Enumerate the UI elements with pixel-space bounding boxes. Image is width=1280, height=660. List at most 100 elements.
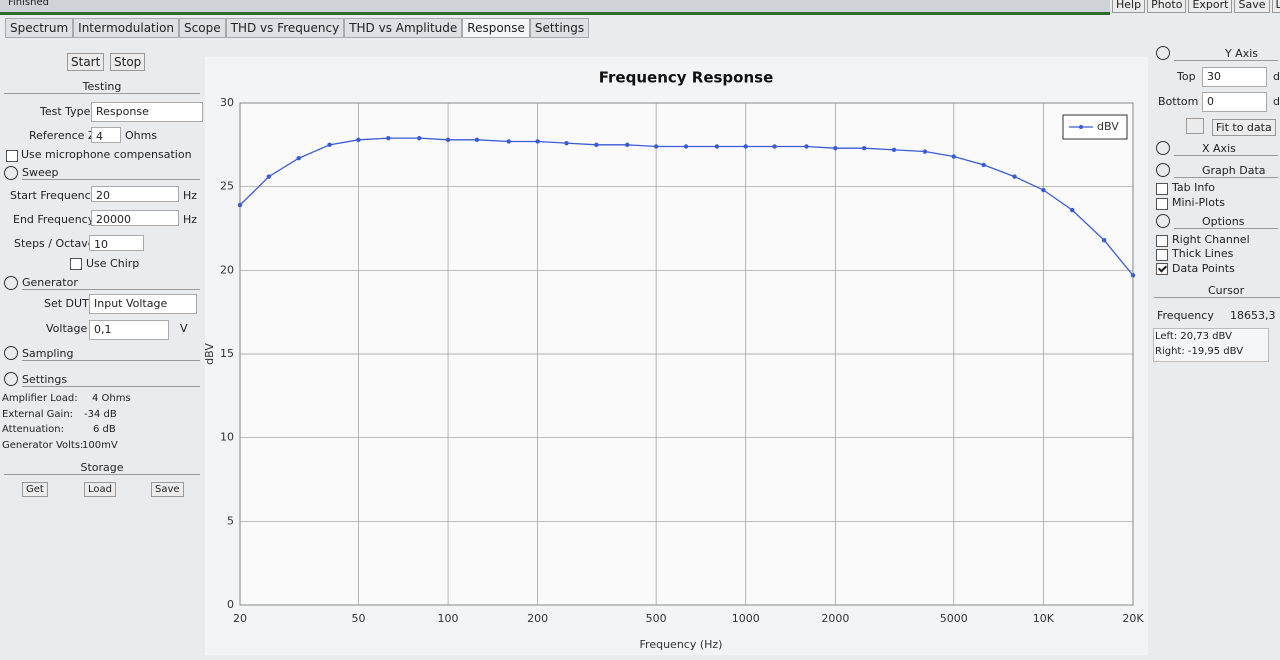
- data-point: [1130, 273, 1136, 278]
- section-header: Options: [1174, 215, 1278, 229]
- button[interactable]: Save: [151, 482, 184, 497]
- label: Tab Info: [1172, 181, 1215, 194]
- label: Thick Lines: [1172, 247, 1234, 260]
- y-tick-label: 5: [227, 514, 234, 527]
- data-point: [266, 174, 272, 179]
- data-point: [386, 135, 391, 141]
- toggle[interactable]: [4, 276, 18, 290]
- input[interactable]: 20: [91, 186, 179, 202]
- label: Bottom: [1158, 95, 1199, 108]
- checkbox[interactable]: [70, 258, 82, 270]
- select[interactable]: 4: [91, 127, 121, 143]
- button[interactable]: Photo: [1147, 0, 1187, 13]
- input[interactable]: 0: [1202, 92, 1267, 112]
- data-point: [625, 142, 630, 148]
- data-point: [356, 137, 361, 143]
- checkbox[interactable]: [1156, 183, 1168, 195]
- status-bar: [0, 0, 1110, 15]
- data-point: [1101, 238, 1107, 243]
- input[interactable]: 0,1: [89, 320, 169, 340]
- tab[interactable]: Settings: [529, 18, 590, 38]
- select[interactable]: Input Voltage: [89, 294, 197, 314]
- button[interactable]: Get: [22, 482, 48, 497]
- input[interactable]: 10: [89, 235, 144, 251]
- data-point: [535, 139, 540, 144]
- y-tick-label: 25: [220, 180, 234, 193]
- value: Left: 20,73 dBV: [1155, 331, 1232, 342]
- x-tick-label: 50: [351, 612, 365, 625]
- section-header: Sampling: [22, 347, 200, 361]
- value: 18653,3 H: [1230, 309, 1280, 322]
- toggle[interactable]: [1156, 214, 1170, 228]
- data-point: [1041, 187, 1046, 193]
- label: Right Channel: [1172, 233, 1250, 246]
- tab[interactable]: Response: [462, 18, 530, 38]
- data-point: [891, 147, 897, 153]
- section-header: Sweep: [22, 166, 200, 180]
- x-tick-label: 5000: [940, 612, 968, 625]
- checkbox[interactable]: [6, 150, 18, 162]
- data-point: [861, 145, 867, 151]
- checkbox[interactable]: [1156, 263, 1168, 275]
- button[interactable]: Help: [1112, 0, 1146, 13]
- data-point: [327, 142, 332, 148]
- x-tick-label: 100: [438, 612, 459, 625]
- y-tick-label: 0: [227, 598, 234, 611]
- label: Generator Volts:: [2, 440, 84, 451]
- tab[interactable]: THD vs Frequency: [225, 18, 345, 38]
- label: Use microphone compensation: [21, 148, 192, 161]
- label: Start Frequency: [10, 189, 98, 202]
- label: Attenuation:: [2, 424, 64, 435]
- unit: V: [180, 322, 188, 335]
- label: Steps / Octave: [14, 237, 95, 250]
- section-header: Settings: [22, 373, 200, 387]
- input[interactable]: 30: [1202, 67, 1267, 87]
- input[interactable]: 20000: [91, 210, 179, 226]
- chart-title: Frequency Response: [599, 69, 774, 87]
- unit: d: [1273, 70, 1280, 83]
- toggle[interactable]: [1156, 141, 1170, 155]
- x-axis-label: Frequency (Hz): [640, 638, 723, 651]
- data-point: [1070, 207, 1075, 213]
- section-header: Storage: [4, 461, 200, 475]
- label: External Gain:: [2, 409, 74, 420]
- button[interactable]: Export: [1188, 0, 1233, 13]
- data-point: [922, 149, 928, 154]
- toggle[interactable]: [1156, 163, 1170, 177]
- toggle[interactable]: [4, 372, 18, 386]
- legend-marker: [1079, 125, 1083, 129]
- data-point: [445, 137, 451, 143]
- toggle[interactable]: [4, 166, 18, 180]
- toggle[interactable]: [1156, 46, 1170, 60]
- checkbox[interactable]: [1156, 198, 1168, 210]
- tab[interactable]: THD vs Amplitude: [344, 18, 463, 38]
- data-point: [564, 140, 569, 146]
- fit-button[interactable]: Fit to data: [1212, 119, 1276, 136]
- select[interactable]: Response: [91, 102, 203, 122]
- value: -34 dB: [84, 409, 117, 420]
- button[interactable]: Lo: [1271, 0, 1280, 13]
- y-axis-label: dBV: [205, 343, 216, 365]
- x-tick-label: 20K: [1122, 612, 1144, 625]
- status: Finished: [8, 0, 49, 8]
- button[interactable]: Save: [1234, 0, 1270, 13]
- checkbox[interactable]: [1156, 235, 1168, 247]
- button[interactable]: Load: [84, 482, 116, 497]
- unit: d: [1273, 95, 1280, 108]
- data-point: [951, 154, 956, 159]
- value: 4 Ohms: [92, 393, 131, 404]
- tab[interactable]: Spectrum: [5, 18, 74, 38]
- section-header: Generator: [22, 276, 200, 290]
- data-point: [506, 139, 512, 144]
- data-point: [594, 142, 599, 148]
- tab[interactable]: Scope: [179, 18, 226, 38]
- checkbox[interactable]: [1156, 249, 1168, 261]
- label: Amplifier Load:: [2, 393, 78, 404]
- start-button[interactable]: Start: [67, 53, 105, 71]
- x-tick-label: 200: [527, 612, 548, 625]
- tab[interactable]: Intermodulation: [73, 18, 180, 38]
- stop-button[interactable]: Stop: [110, 53, 146, 71]
- section-header: Testing: [4, 80, 200, 94]
- toggle[interactable]: [4, 346, 18, 360]
- icon-button[interactable]: [1186, 118, 1204, 134]
